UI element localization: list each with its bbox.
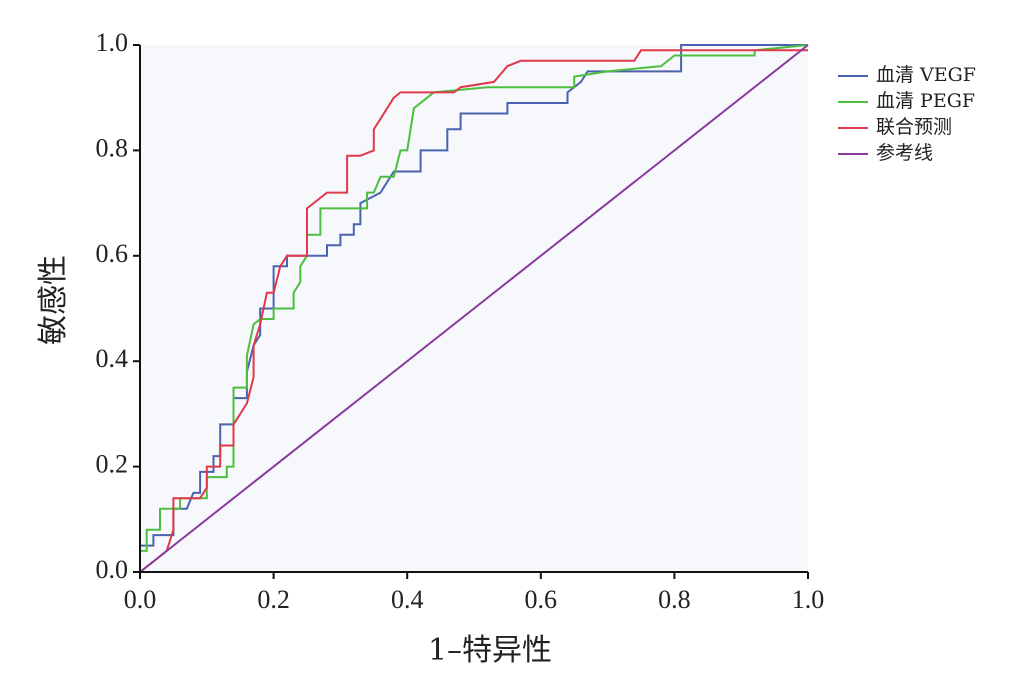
y-tick-label: 0.4	[96, 344, 129, 373]
x-tick-label: 0.8	[658, 585, 691, 614]
series-line	[139, 49, 808, 573]
series-line	[139, 44, 809, 573]
y-tick-label: 0.2	[96, 450, 129, 479]
y-tick-label: 0.8	[96, 133, 129, 162]
y-tick-label: 1.0	[96, 28, 129, 57]
legend-label: 血清 PEGF	[876, 90, 975, 112]
x-tick-label: 0.0	[124, 585, 157, 614]
y-tick-label: 0.0	[96, 555, 129, 584]
x-tick-label: 0.6	[525, 585, 558, 614]
legend-label: 联合预测	[876, 116, 952, 138]
y-tick-label: 0.6	[96, 239, 129, 268]
legend-label: 参考线	[876, 142, 933, 164]
y-axis-title: 敏感性	[36, 255, 71, 345]
x-tick-label: 0.4	[391, 585, 424, 614]
legend-label: 血清 VEGF	[876, 64, 976, 86]
x-axis-title: 1–特异性	[428, 633, 552, 668]
x-tick-label: 1.0	[792, 585, 825, 614]
x-tick-label: 0.2	[257, 585, 290, 614]
